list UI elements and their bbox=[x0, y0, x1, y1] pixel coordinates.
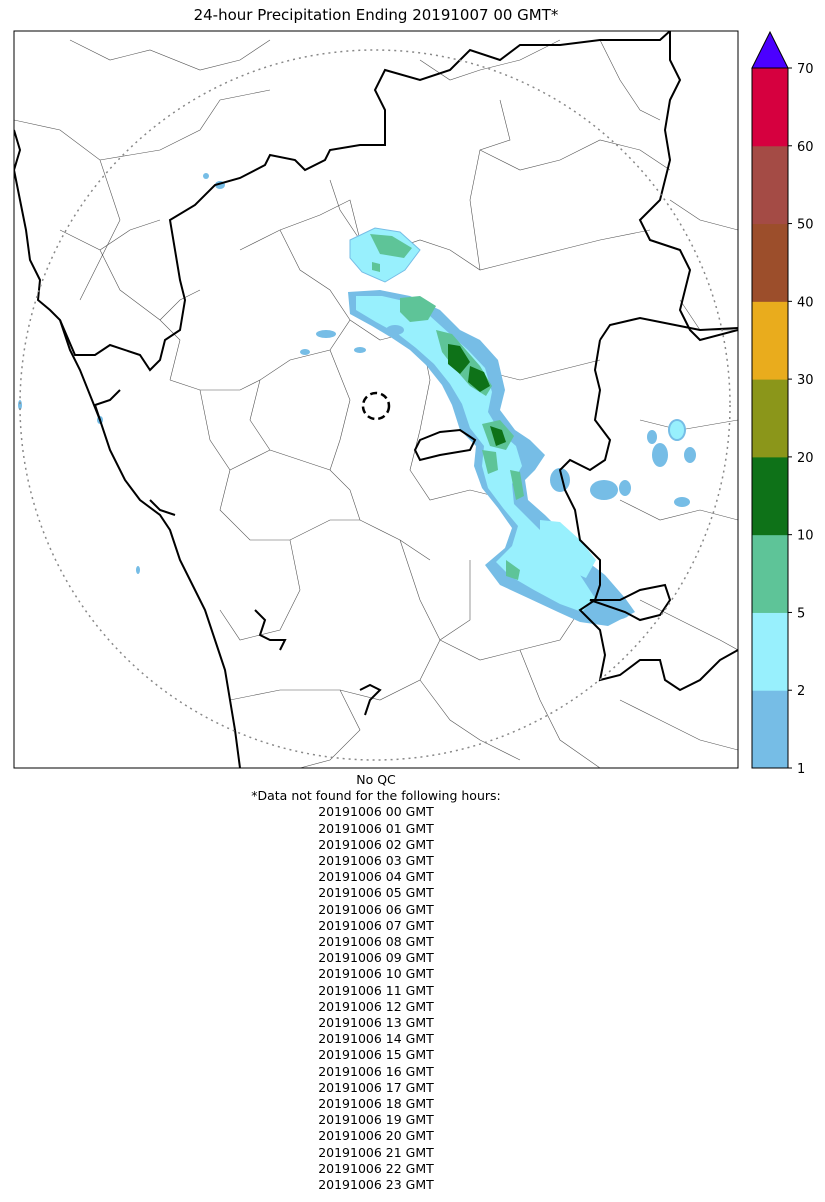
missing-hour-item: 20191006 01 GMT bbox=[318, 820, 434, 836]
colorbar-segment bbox=[752, 301, 788, 380]
qc-status: No QC bbox=[356, 772, 396, 787]
missing-hour-item: 20191006 17 GMT bbox=[318, 1079, 434, 1095]
missing-hour-item: 20191006 12 GMT bbox=[318, 998, 434, 1014]
colorbar-segment bbox=[752, 379, 788, 458]
colorbar-segment bbox=[752, 68, 788, 147]
missing-hours-list: 20191006 00 GMT 20191006 01 GMT 20191006 0… bbox=[14, 804, 738, 1193]
missing-hour-item: 20191006 09 GMT bbox=[318, 950, 434, 966]
colorbar-tick-label: 30 bbox=[797, 373, 814, 388]
colorbar-tick-label: 70 bbox=[797, 62, 814, 77]
missing-hour-item: 20191006 06 GMT bbox=[318, 901, 434, 917]
missing-hour-item: 20191006 23 GMT bbox=[318, 1177, 434, 1193]
colorbar-tick-label: 10 bbox=[797, 529, 814, 544]
map-background bbox=[14, 31, 738, 768]
missing-hour-item: 20191006 18 GMT bbox=[318, 1096, 434, 1112]
colorbar-segment bbox=[752, 690, 788, 769]
precipitation-field bbox=[18, 173, 696, 626]
radar-range-ring bbox=[19, 49, 731, 761]
missing-hour-item: 20191006 08 GMT bbox=[318, 934, 434, 950]
colorbar-tick-label: 60 bbox=[797, 140, 814, 155]
colorbar-segments bbox=[751, 30, 789, 769]
colorbar-segment bbox=[752, 612, 788, 691]
missing-hour-item: 20191006 19 GMT bbox=[318, 1112, 434, 1128]
colorbar: 1 2 5 10 20 30 40 50 60 70 bbox=[751, 30, 814, 777]
colorbar-tick-label: 1 bbox=[797, 762, 805, 777]
missing-hour-item: 20191006 20 GMT bbox=[318, 1128, 434, 1144]
colorbar-segment bbox=[752, 456, 788, 536]
missing-hour-item: 20191006 07 GMT bbox=[318, 917, 434, 933]
missing-hour-item: 20191006 00 GMT bbox=[318, 804, 434, 820]
missing-hour-item: 20191006 02 GMT bbox=[318, 836, 434, 852]
map-frame bbox=[13, 30, 739, 769]
missing-hour-item: 20191006 04 GMT bbox=[318, 869, 434, 885]
colorbar-tick-label: 40 bbox=[797, 295, 814, 310]
precipitation-map bbox=[13, 30, 739, 769]
missing-hour-item: 20191006 13 GMT bbox=[318, 1015, 434, 1031]
missing-hour-item: 20191006 14 GMT bbox=[318, 1031, 434, 1047]
colorbar-tick-label: 5 bbox=[797, 606, 805, 621]
map-title: 24-hour Precipitation Ending 20191007 00… bbox=[193, 6, 559, 24]
missing-hour-item: 20191006 15 GMT bbox=[318, 1047, 434, 1063]
colorbar-extend-arrow bbox=[751, 30, 789, 69]
colorbar-tick-label: 2 bbox=[797, 684, 805, 699]
colorbar-tick-label: 20 bbox=[797, 451, 814, 466]
missing-hour-item: 20191006 10 GMT bbox=[318, 966, 434, 982]
data-notes: No QC *Data not found for the following … bbox=[14, 772, 738, 1193]
missing-hour-item: 20191006 22 GMT bbox=[318, 1160, 434, 1176]
colorbar-segment bbox=[752, 145, 788, 225]
colorbar-ticks: 1 2 5 10 20 30 40 50 60 70 bbox=[788, 62, 814, 777]
colorbar-segment bbox=[752, 223, 788, 302]
colorbar-tick-label: 50 bbox=[797, 218, 814, 233]
missing-data-header: *Data not found for the following hours: bbox=[251, 788, 501, 804]
radar-site-marker bbox=[361, 391, 391, 421]
missing-hour-item: 20191006 21 GMT bbox=[318, 1144, 434, 1160]
state-boundaries bbox=[14, 31, 738, 768]
colorbar-segment bbox=[752, 534, 788, 613]
missing-hour-item: 20191006 11 GMT bbox=[318, 982, 434, 998]
colorbar-outline bbox=[751, 67, 789, 769]
missing-hour-item: 20191006 03 GMT bbox=[318, 853, 434, 869]
missing-hour-item: 20191006 05 GMT bbox=[318, 885, 434, 901]
missing-hour-item: 20191006 16 GMT bbox=[318, 1063, 434, 1079]
